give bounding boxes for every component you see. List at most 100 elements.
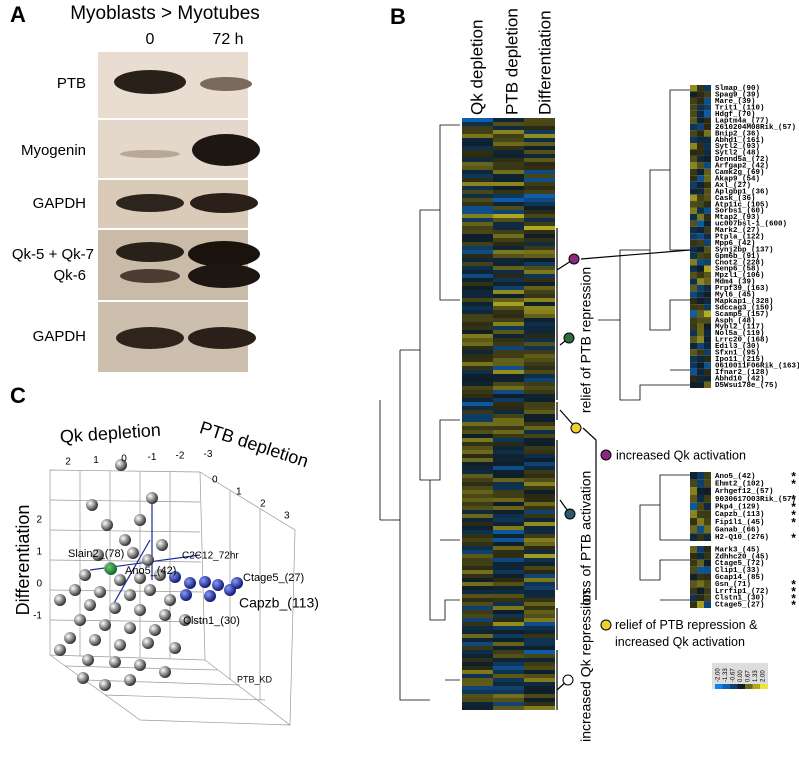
- heatmap-cell: [462, 326, 493, 330]
- tick-label: -1: [148, 452, 157, 463]
- heatmap-cell: [524, 118, 555, 122]
- point: [115, 459, 127, 471]
- gene-label: Asph_(48): [715, 317, 756, 325]
- heatmap-cell: [493, 450, 524, 454]
- heatmap-cell: [462, 258, 493, 262]
- heatmap-cell: [462, 122, 493, 126]
- heatmap-cell: [690, 362, 697, 369]
- heatmap-cell: [493, 166, 524, 170]
- heatmap-cell: [462, 574, 493, 578]
- heatmap-cell: [493, 638, 524, 642]
- heatmap-cell: [524, 222, 555, 226]
- point: [134, 604, 146, 616]
- column-header: PTB depletion: [502, 8, 521, 115]
- heatmap-cell: [524, 146, 555, 150]
- point: [164, 594, 176, 606]
- heatmap-cell: [462, 586, 493, 590]
- heatmap-cell: [462, 582, 493, 586]
- point-label: Slain2_(78): [68, 548, 124, 560]
- column-header: Qk depletion: [467, 20, 486, 115]
- heatmap-cell: [462, 434, 493, 438]
- heatmap-cell: [493, 614, 524, 618]
- heatmap-cell: [462, 442, 493, 446]
- heatmap-cell: [524, 470, 555, 474]
- gene-label: Capzb_(113): [715, 511, 765, 519]
- heatmap-cell: [704, 552, 711, 560]
- heatmap-cell: [493, 318, 524, 322]
- point-label: Ctage5_(27): [243, 572, 304, 584]
- heatmap-cell: [524, 386, 555, 390]
- heatmap-cell: [493, 566, 524, 570]
- heatmap-cell: [524, 238, 555, 242]
- heatmap-cell: [704, 162, 711, 169]
- heatmap-cell: [493, 506, 524, 510]
- heatmap-cell: [697, 85, 704, 92]
- heatmap-cell: [462, 606, 493, 610]
- heatmap-cell: [524, 298, 555, 302]
- heatmap-cell: [690, 291, 697, 298]
- heatmap-cell: [462, 198, 493, 202]
- scale-swatch: [722, 684, 730, 689]
- axis-title: PTB depletion: [197, 417, 311, 471]
- gene-label: Mark2_(27): [715, 227, 760, 235]
- point: [134, 572, 146, 584]
- heatmap-cell: [697, 336, 704, 343]
- heatmap-cell: [493, 118, 524, 122]
- scale-swatch: [760, 684, 768, 689]
- heatmap-cell: [493, 138, 524, 142]
- heatmap-cell: [462, 462, 493, 466]
- heatmap-cell: [493, 198, 524, 202]
- point-highlight: [180, 589, 192, 601]
- heatmap-cell: [697, 136, 704, 144]
- point: [114, 639, 126, 651]
- heatmap-cell: [524, 498, 555, 502]
- heatmap-cell: [493, 362, 524, 366]
- heatmap-cell: [493, 706, 524, 710]
- heatmap-cell: [462, 702, 493, 706]
- heatmap-cell: [462, 294, 493, 298]
- heatmap-cell: [524, 138, 555, 142]
- gene-label: Camk2g_(69): [715, 169, 765, 177]
- heatmap-cell: [697, 495, 704, 503]
- heatmap-cell: [462, 690, 493, 694]
- heatmap-cell: [704, 239, 711, 247]
- heatmap-cell: [493, 234, 524, 238]
- heatmap-cell: [462, 254, 493, 258]
- heatmap-cell: [462, 146, 493, 150]
- heatmap-cell: [462, 622, 493, 626]
- point: [69, 584, 81, 596]
- heatmap-cell: [493, 518, 524, 522]
- gene-label: Mare_(39): [715, 98, 756, 106]
- heatmap-cell: [704, 85, 711, 92]
- heatmap-cell: [690, 130, 697, 137]
- heatmap-cell: [493, 410, 524, 414]
- heatmap-cell: [704, 246, 711, 253]
- tick-label: 1: [93, 455, 99, 466]
- heatmap-cell: [524, 418, 555, 422]
- point: [159, 666, 171, 678]
- heatmap-cell: [524, 158, 555, 162]
- heatmap-cell: [690, 149, 697, 156]
- gene-label: Axl_(27): [715, 182, 751, 190]
- heatmap-cell: [704, 375, 711, 382]
- heatmap-cell: [493, 514, 524, 518]
- heatmap-cell: [462, 246, 493, 250]
- heatmap-cell: [524, 674, 555, 678]
- point: [99, 619, 111, 631]
- gene-star: *: [790, 532, 797, 546]
- gene-star: *: [790, 586, 797, 600]
- heatmap-cell: [697, 323, 704, 330]
- tick-label: 0: [36, 579, 42, 590]
- heatmap-cell: [697, 566, 704, 574]
- row-label: GAPDH: [33, 195, 86, 212]
- heatmap-cell: [493, 342, 524, 346]
- heatmap-cell: [524, 566, 555, 570]
- heatmap-cell: [462, 446, 493, 450]
- heatmap-cell: [690, 91, 697, 98]
- heatmap-cell: [704, 304, 711, 311]
- heatmap-cell: [704, 355, 711, 363]
- gene-label: Slmap_(90): [715, 85, 760, 93]
- heatmap-cell: [697, 552, 704, 560]
- heatmap-cell: [704, 502, 711, 511]
- heatmap-cell: [690, 246, 697, 253]
